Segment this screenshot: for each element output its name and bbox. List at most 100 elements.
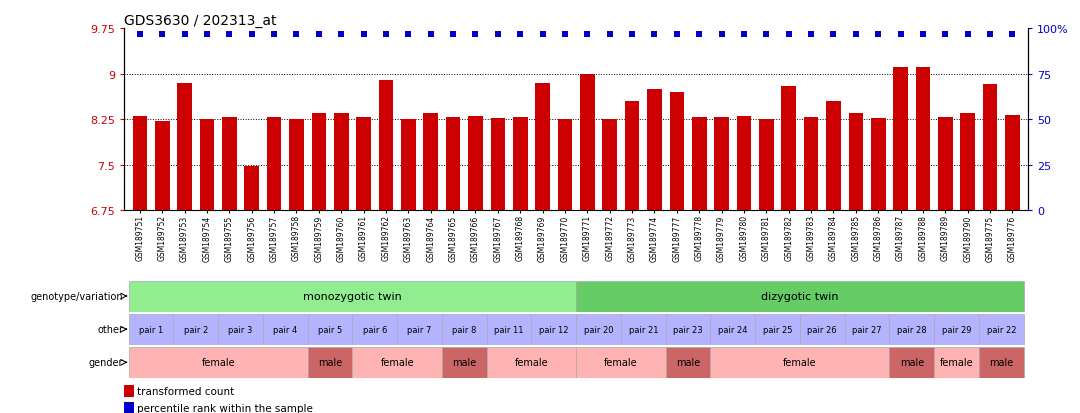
Text: pair 27: pair 27 — [852, 325, 882, 334]
Bar — [352, 347, 442, 378]
Bar — [334, 114, 349, 211]
Bar — [849, 114, 863, 211]
Text: pair 24: pair 24 — [718, 325, 747, 334]
Bar — [934, 314, 978, 345]
Bar — [1005, 116, 1020, 211]
Text: pair 20: pair 20 — [584, 325, 613, 334]
Text: pair 5: pair 5 — [318, 325, 342, 334]
Bar — [625, 102, 639, 211]
Bar — [621, 314, 665, 345]
Bar — [916, 68, 930, 211]
Bar — [845, 314, 890, 345]
Bar — [133, 117, 147, 211]
Text: pair 3: pair 3 — [228, 325, 253, 334]
Bar — [665, 314, 711, 345]
Text: dizygotic twin: dizygotic twin — [761, 291, 839, 301]
Bar — [442, 314, 487, 345]
Bar — [487, 347, 576, 378]
Bar — [513, 118, 527, 211]
Text: pair 12: pair 12 — [539, 325, 568, 334]
Text: percentile rank within the sample: percentile rank within the sample — [137, 403, 313, 413]
Bar — [469, 117, 483, 211]
Bar — [244, 166, 259, 211]
Bar — [308, 347, 352, 378]
Bar — [755, 314, 800, 345]
Text: pair 23: pair 23 — [673, 325, 703, 334]
Bar — [124, 385, 134, 397]
Bar — [939, 118, 953, 211]
Bar — [692, 118, 706, 211]
Bar — [804, 118, 819, 211]
Bar — [890, 314, 934, 345]
Text: genotype/variation: genotype/variation — [30, 291, 123, 301]
Text: female: female — [940, 357, 973, 368]
Bar — [174, 314, 218, 345]
Text: female: female — [514, 357, 549, 368]
Bar — [893, 68, 908, 211]
Bar — [983, 85, 998, 211]
Text: GDS3630 / 202313_at: GDS3630 / 202313_at — [124, 14, 276, 28]
Bar — [356, 118, 370, 211]
Bar — [934, 347, 978, 378]
Bar — [670, 93, 684, 211]
Bar — [603, 120, 617, 211]
Bar — [576, 281, 1024, 312]
Bar — [218, 314, 262, 345]
Text: female: female — [201, 357, 235, 368]
Bar — [129, 314, 174, 345]
Bar — [446, 118, 460, 211]
Text: pair 8: pair 8 — [453, 325, 476, 334]
Bar — [177, 83, 192, 211]
Bar — [647, 90, 662, 211]
Bar — [487, 314, 531, 345]
Bar — [711, 314, 755, 345]
Bar — [978, 347, 1024, 378]
Bar — [154, 121, 170, 211]
Bar — [442, 347, 487, 378]
Bar — [978, 314, 1024, 345]
Text: female: female — [380, 357, 414, 368]
Text: male: male — [989, 357, 1013, 368]
Bar — [267, 118, 282, 211]
Bar — [576, 314, 621, 345]
Text: pair 11: pair 11 — [495, 325, 524, 334]
Bar — [531, 314, 576, 345]
Text: pair 1: pair 1 — [139, 325, 163, 334]
Bar — [262, 314, 308, 345]
Bar — [890, 347, 934, 378]
Bar — [423, 114, 438, 211]
Bar — [826, 102, 840, 211]
Bar — [200, 120, 214, 211]
Bar — [397, 314, 442, 345]
Bar — [782, 86, 796, 211]
Text: male: male — [318, 357, 342, 368]
Bar — [308, 314, 352, 345]
Bar — [960, 114, 975, 211]
Bar — [401, 120, 416, 211]
Bar — [870, 119, 886, 211]
Bar — [711, 347, 890, 378]
Text: pair 29: pair 29 — [942, 325, 971, 334]
Text: male: male — [900, 357, 923, 368]
Bar — [352, 314, 397, 345]
Bar — [737, 117, 752, 211]
Text: transformed count: transformed count — [137, 386, 234, 396]
Bar — [536, 83, 550, 211]
Bar — [289, 120, 303, 211]
Bar — [576, 347, 665, 378]
Bar — [800, 314, 845, 345]
Text: pair 22: pair 22 — [986, 325, 1016, 334]
Text: other: other — [97, 324, 123, 335]
Text: male: male — [676, 357, 700, 368]
Text: pair 25: pair 25 — [762, 325, 793, 334]
Text: female: female — [783, 357, 816, 368]
Bar — [379, 81, 393, 211]
Bar — [714, 118, 729, 211]
Text: pair 26: pair 26 — [808, 325, 837, 334]
Text: pair 6: pair 6 — [363, 325, 387, 334]
Bar — [124, 402, 134, 413]
Text: pair 21: pair 21 — [629, 325, 658, 334]
Bar — [222, 118, 237, 211]
Text: pair 2: pair 2 — [184, 325, 208, 334]
Text: monozygotic twin: monozygotic twin — [303, 291, 402, 301]
